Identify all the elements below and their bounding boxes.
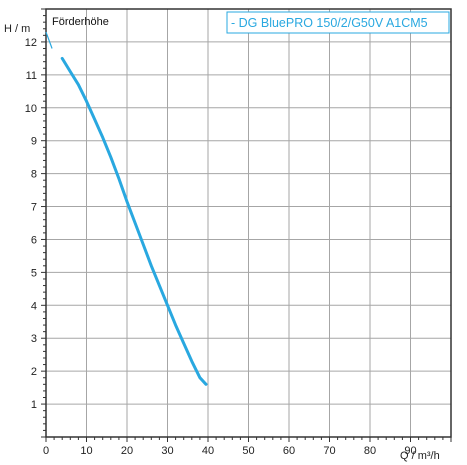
y-tick-label: 7 xyxy=(31,202,37,214)
y-tick-label: 3 xyxy=(31,333,37,345)
y-tick-label: 12 xyxy=(25,37,37,49)
legend: - DG BluePRO 150/2/G50V A1CM5 xyxy=(226,11,450,34)
y-tick-label: 4 xyxy=(31,300,37,312)
series-line xyxy=(60,56,208,386)
x-tick-label: 70 xyxy=(323,445,335,457)
grid-lines xyxy=(46,9,451,437)
y-tick-label: 9 xyxy=(31,136,37,148)
y-tick-label: 6 xyxy=(31,234,37,246)
y-tick-label: 5 xyxy=(31,267,37,279)
x-axis-label: Q / m³/h xyxy=(400,450,440,462)
series-line-start xyxy=(45,31,53,49)
x-tick-label: 20 xyxy=(121,445,133,457)
x-tick-label: 40 xyxy=(202,445,214,457)
y-tick-label: 10 xyxy=(25,103,37,115)
x-tick-label: 80 xyxy=(364,445,376,457)
x-tick-label: 10 xyxy=(80,445,92,457)
x-tick-label: 50 xyxy=(242,445,254,457)
chart-title: Förderhöhe xyxy=(52,16,109,28)
x-tick-label: 30 xyxy=(161,445,173,457)
x-tick-label: 60 xyxy=(283,445,295,457)
legend-series-label: - DG BluePRO 150/2/G50V A1CM5 xyxy=(231,16,428,30)
legend-box xyxy=(226,11,450,34)
y-tick-label: 11 xyxy=(26,70,37,82)
y-tick-label: 8 xyxy=(31,169,37,181)
x-tick-label: 0 xyxy=(43,445,49,457)
series-lines xyxy=(45,31,208,386)
y-axis-label: H / m xyxy=(4,23,30,35)
y-tick-label: 1 xyxy=(31,399,37,411)
x-tick-label: 90 xyxy=(404,445,416,457)
y-tick-label: 2 xyxy=(31,366,37,378)
